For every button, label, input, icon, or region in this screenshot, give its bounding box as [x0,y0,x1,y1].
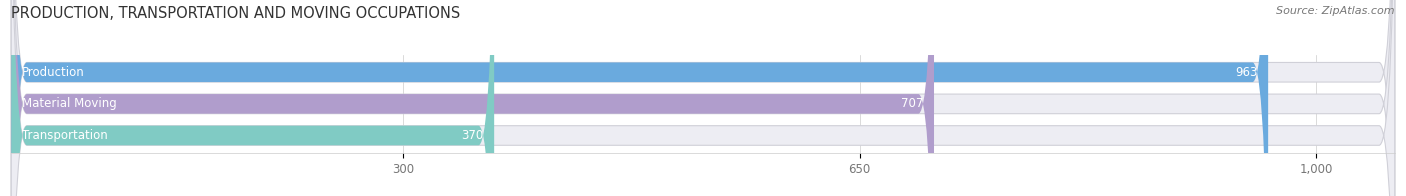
FancyBboxPatch shape [11,0,934,196]
Text: PRODUCTION, TRANSPORTATION AND MOVING OCCUPATIONS: PRODUCTION, TRANSPORTATION AND MOVING OC… [11,6,461,21]
Text: 707: 707 [901,97,924,110]
Text: 963: 963 [1236,66,1258,79]
Text: Production: Production [21,66,84,79]
Text: Source: ZipAtlas.com: Source: ZipAtlas.com [1277,6,1395,16]
FancyBboxPatch shape [11,0,1268,196]
Text: 370: 370 [461,129,484,142]
FancyBboxPatch shape [11,0,494,196]
Text: Material Moving: Material Moving [21,97,117,110]
FancyBboxPatch shape [11,0,1395,196]
Text: Transportation: Transportation [21,129,107,142]
FancyBboxPatch shape [11,0,1395,196]
FancyBboxPatch shape [11,0,1395,196]
